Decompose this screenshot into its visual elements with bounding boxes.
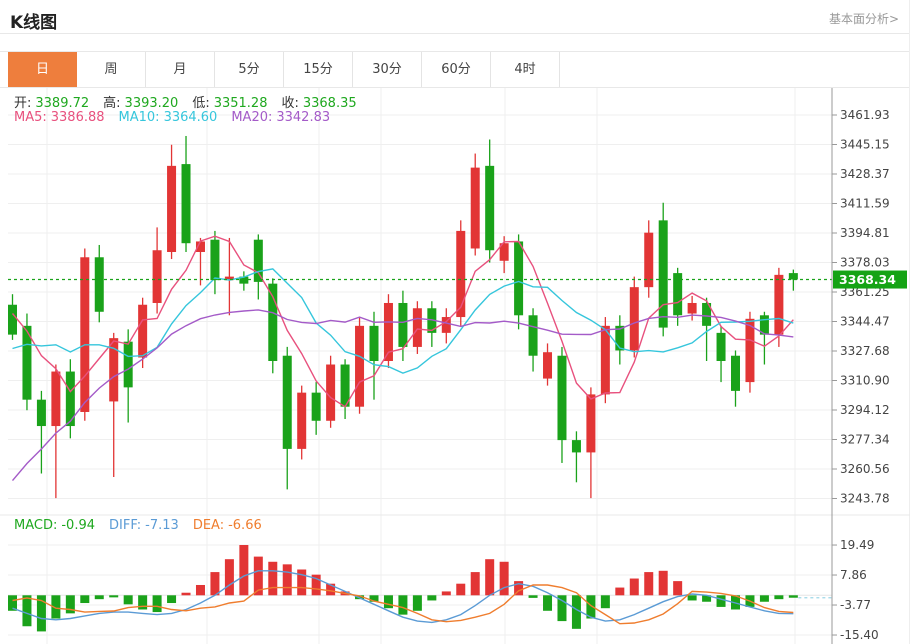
dea-line	[12, 584, 794, 625]
ma5-line	[11, 235, 794, 408]
main-axis-tick: 3243.78	[840, 492, 890, 506]
main-axis-tick: 3344.47	[840, 314, 890, 328]
current-price-tag	[833, 270, 907, 289]
kline-chart-canvas[interactable]: 3461.93 3445.15 3428.37 3411.59 3394.81 3378.…	[0, 88, 910, 644]
chart-area: 开: 3389.72 高: 3393.20 低: 3351.28 收: 3368.35 MA5…	[0, 88, 910, 644]
main-axis-tick: 3428.37	[840, 167, 890, 181]
page-title: K线图	[10, 13, 58, 33]
macd-axis-tick: -15.40	[840, 628, 879, 642]
main-axis-tick: 3310.90	[840, 374, 890, 388]
macd-axis-tick: 19.49	[840, 538, 874, 552]
main-axis-tick: 3394.81	[840, 226, 890, 240]
main-axis-tick: 3378.03	[840, 255, 890, 269]
ma20-line	[11, 309, 794, 482]
main-axis-tick: 3277.34	[840, 433, 890, 447]
fundamental-analysis-link[interactable]: 基本面分析>	[828, 12, 899, 26]
macd-hist-layer	[8, 545, 798, 632]
diff-line	[12, 570, 794, 624]
tab-日[interactable]: 日	[8, 52, 77, 87]
interval-tab-bar: 日周月 5分 15分 30分 60分 4时	[0, 51, 909, 88]
candles-layer	[8, 135, 798, 499]
panel-header: K线图 基本面分析>	[0, 0, 909, 34]
ma10-line	[12, 268, 794, 374]
current-price-tag-value: 3368.34	[839, 272, 896, 287]
tab-周[interactable]: 周	[77, 52, 146, 87]
main-axis-tick: 3445.15	[840, 137, 890, 151]
tab-15分[interactable]: 15分	[284, 52, 353, 87]
macd-axis-tick: -3.77	[840, 598, 871, 612]
main-axis-tick: 3260.56	[840, 462, 890, 476]
tab-4时[interactable]: 4时	[491, 52, 560, 87]
main-axis-tick: 3461.93	[840, 108, 890, 122]
tab-5分[interactable]: 5分	[215, 52, 284, 87]
tab-60分[interactable]: 60分	[422, 52, 491, 87]
tab-月[interactable]: 月	[146, 52, 215, 87]
macd-axis-tick: 7.86	[840, 568, 867, 582]
tab-30分[interactable]: 30分	[353, 52, 422, 87]
main-axis-tick: 3294.12	[840, 403, 890, 417]
main-axis-tick: 3411.59	[840, 196, 890, 210]
main-axis-tick: 3327.68	[840, 344, 890, 358]
